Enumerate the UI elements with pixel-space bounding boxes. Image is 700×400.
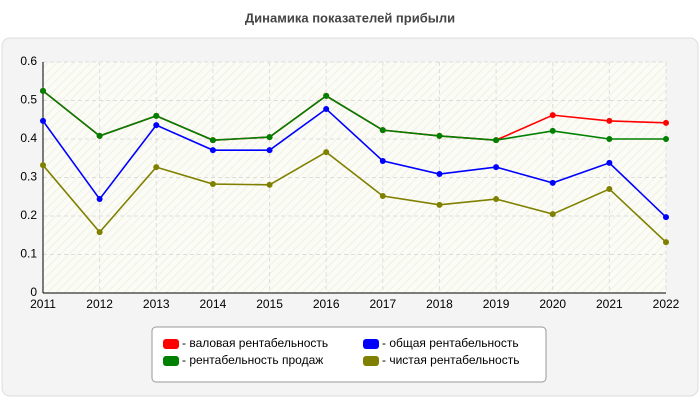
series-line	[42, 107, 667, 218]
x-tick-label: 2015	[256, 297, 283, 311]
point	[606, 186, 613, 193]
point	[606, 159, 613, 166]
point	[266, 181, 273, 188]
point	[606, 136, 613, 142]
legend	[151, 326, 547, 383]
legend-swatch	[363, 356, 379, 366]
legend-swatch	[163, 339, 179, 349]
point	[493, 196, 500, 203]
x-tick-label: 2013	[143, 297, 170, 311]
point	[153, 112, 160, 119]
x-tick-label: 2012	[86, 297, 113, 311]
point	[209, 147, 216, 154]
point	[379, 157, 386, 164]
point	[40, 117, 46, 124]
point	[663, 119, 669, 126]
legend-label: - общая рентабельность	[382, 336, 519, 350]
point	[96, 132, 103, 139]
y-tick-label: 0.5	[20, 93, 37, 107]
y-tick-label: 0.4	[20, 131, 37, 145]
point	[436, 171, 443, 178]
x-tick-label: 2019	[483, 297, 510, 311]
x-tick-label: 2016	[313, 297, 340, 311]
point	[40, 162, 46, 169]
point	[379, 127, 386, 134]
point	[379, 192, 386, 199]
x-tick-label: 2017	[369, 297, 396, 311]
point	[549, 127, 556, 134]
point	[549, 211, 556, 218]
x-tick-label: 2018	[426, 297, 453, 311]
y-tick-label: 0.6	[20, 54, 37, 68]
legend-swatch	[163, 356, 179, 366]
point	[96, 229, 103, 236]
point	[663, 239, 669, 246]
x-tick-label: 2014	[200, 297, 227, 311]
y-tick-label: 0.1	[20, 247, 37, 261]
point	[266, 147, 273, 154]
point	[323, 149, 330, 156]
legend-label: - валовая рентабельность	[182, 336, 328, 350]
point	[96, 196, 103, 203]
series-line	[42, 90, 666, 141]
point	[266, 134, 273, 141]
y-tick-label: 0.3	[20, 170, 37, 184]
legend-label: - рентабельность продаж	[182, 353, 323, 367]
point	[323, 105, 330, 112]
y-tick-label: 0.2	[20, 208, 37, 222]
x-tick-label: 2011	[30, 297, 56, 311]
legend-label: - чистая рентабельность	[382, 353, 519, 367]
x-tick-label: 2021	[596, 297, 623, 311]
point	[209, 181, 216, 188]
point	[153, 164, 160, 171]
x-tick-label: 2022	[653, 297, 680, 311]
point	[436, 132, 443, 139]
point	[493, 137, 500, 144]
point	[153, 122, 160, 129]
point	[40, 87, 46, 94]
legend-swatch	[363, 339, 379, 349]
x-tick-label: 2020	[539, 297, 566, 311]
chart-title: Динамика показателей прибыли	[245, 10, 455, 25]
point	[663, 136, 669, 142]
series-line	[42, 151, 667, 243]
point	[436, 201, 443, 208]
y-tick-label: 0	[30, 285, 37, 299]
point	[323, 92, 330, 99]
point	[209, 137, 216, 144]
point	[606, 117, 613, 124]
point	[549, 112, 556, 119]
point	[493, 164, 500, 171]
point	[663, 214, 669, 221]
point	[549, 179, 556, 186]
